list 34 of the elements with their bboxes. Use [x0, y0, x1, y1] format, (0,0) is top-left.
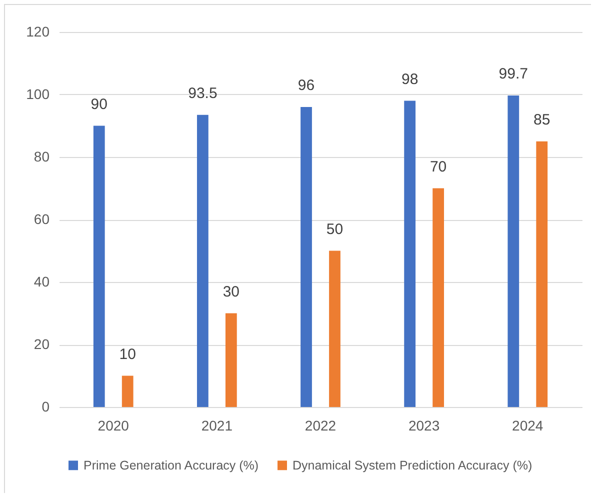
y-tick-label: 20	[34, 336, 50, 352]
y-tick-label: 60	[34, 211, 50, 227]
bar	[300, 107, 312, 407]
legend-label: Dynamical System Prediction Accuracy (%)	[292, 458, 532, 472]
y-tick-label: 40	[34, 274, 50, 290]
data-label: 50	[326, 220, 344, 238]
data-label: 70	[430, 158, 447, 176]
legend-label: Prime Generation Accuracy (%)	[84, 458, 259, 472]
data-label: 10	[119, 346, 136, 363]
data-label: 93.5	[188, 84, 218, 102]
x-tick-label: 2024	[512, 418, 544, 434]
bar	[329, 250, 340, 407]
x-tick-label: 2021	[201, 418, 233, 434]
bar	[93, 126, 105, 407]
data-label: 30	[222, 283, 240, 300]
bar	[197, 114, 208, 407]
y-tick-label: 120	[26, 24, 50, 40]
x-tick-label: 2023	[408, 418, 440, 434]
bar	[536, 141, 548, 407]
y-tick-label: 80	[34, 148, 50, 164]
data-label: 96	[298, 77, 315, 94]
data-label: 90	[90, 96, 108, 113]
bar	[225, 313, 237, 407]
bar	[508, 95, 520, 407]
y-tick-label: 100	[26, 86, 50, 102]
data-label: 85	[534, 111, 550, 128]
x-tick-label: 2022	[304, 418, 336, 434]
data-label: 98	[401, 70, 418, 88]
x-tick-label: 2020	[98, 418, 130, 434]
bar	[122, 376, 134, 407]
bar	[432, 188, 444, 407]
data-label: 99.7	[498, 65, 528, 82]
y-tick-label: 0	[42, 398, 50, 414]
bar	[404, 100, 416, 407]
